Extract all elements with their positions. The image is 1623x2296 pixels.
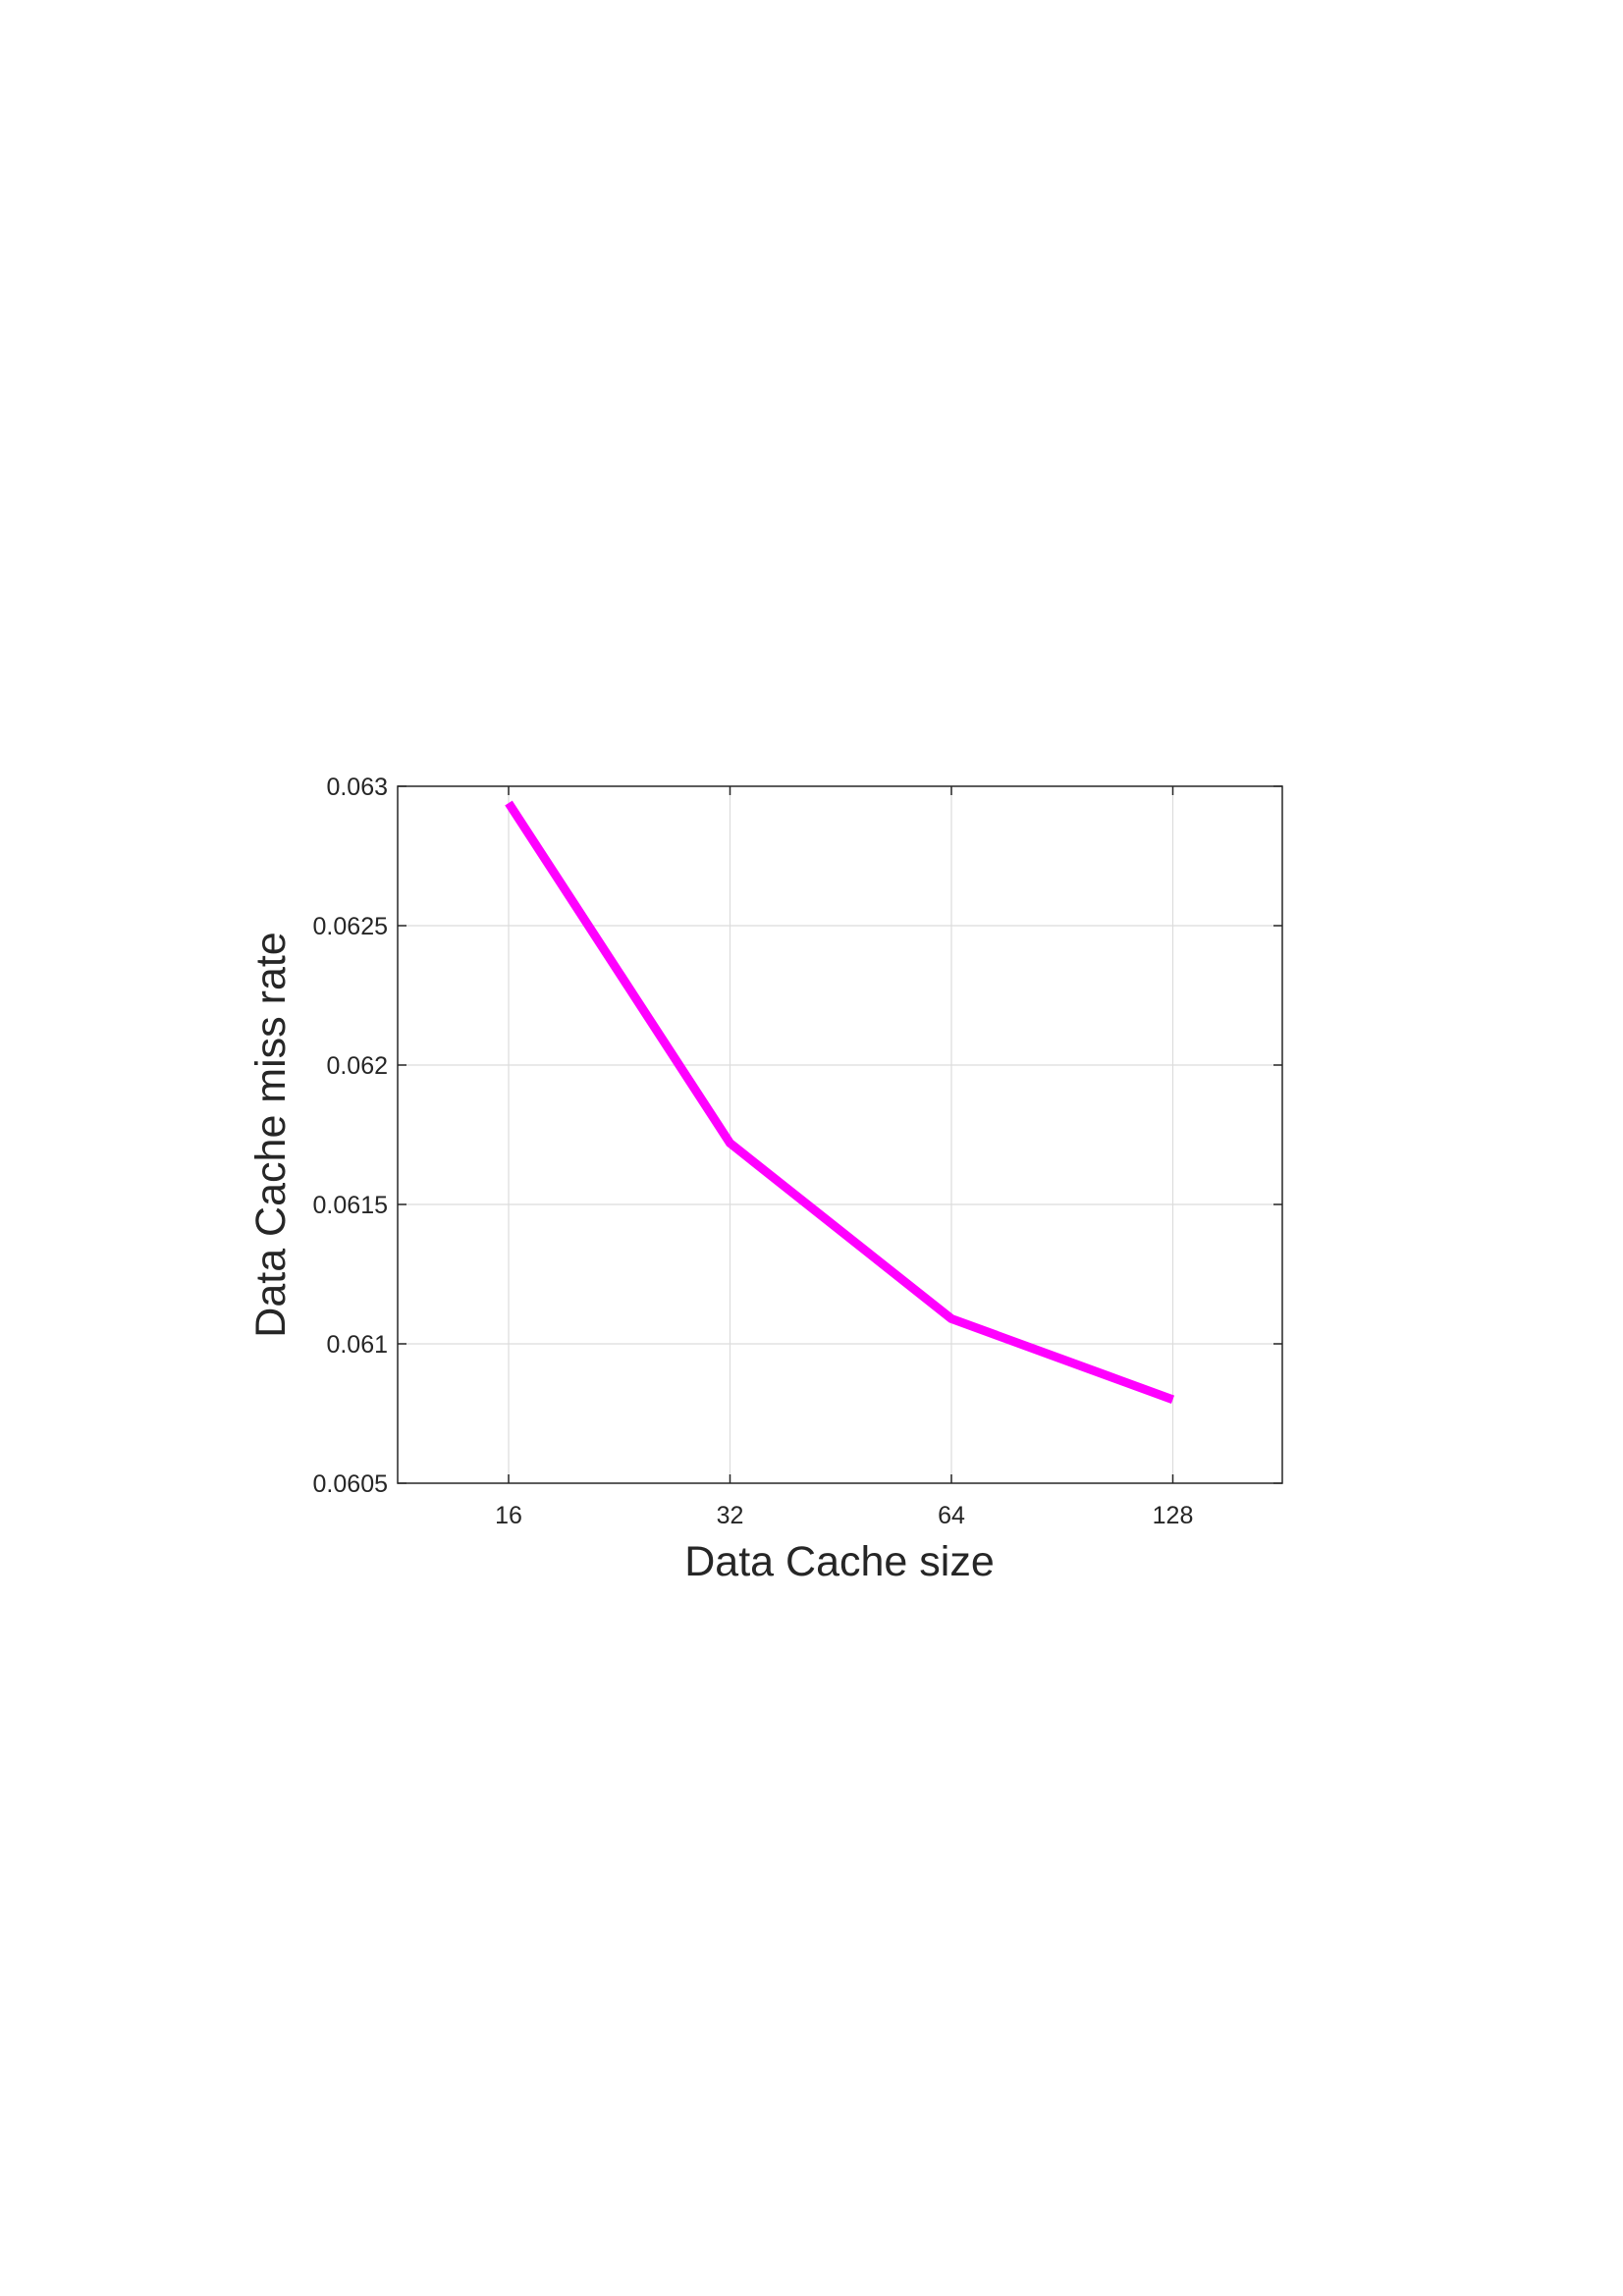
plot-background	[398, 786, 1282, 1483]
y-tick-label: 0.0615	[313, 1192, 388, 1219]
series-line	[505, 800, 1175, 1405]
x-tick-label: 64	[938, 1502, 965, 1529]
grid	[398, 786, 1282, 1483]
y-tick-label: 0.061	[326, 1331, 388, 1359]
y-tick-label: 0.063	[326, 774, 388, 801]
x-tick-labels: 16 32 64 128	[495, 1502, 1193, 1529]
x-tick-label: 128	[1153, 1502, 1194, 1529]
plot-frame	[397, 785, 1283, 1484]
x-tick-label: 32	[717, 1502, 744, 1529]
x-tick-label: 16	[495, 1502, 522, 1529]
y-tick-label: 0.0625	[313, 913, 388, 940]
y-axis-label: Data Cache miss rate	[247, 932, 295, 1337]
series-layer	[505, 800, 1175, 1405]
y-tick-label: 0.0605	[313, 1470, 388, 1498]
y-tick-labels: 0.0605 0.061 0.0615 0.062 0.0625 0.063	[313, 774, 388, 1498]
x-axis-label: Data Cache size	[684, 1538, 995, 1585]
y-tick-label: 0.062	[326, 1052, 388, 1080]
